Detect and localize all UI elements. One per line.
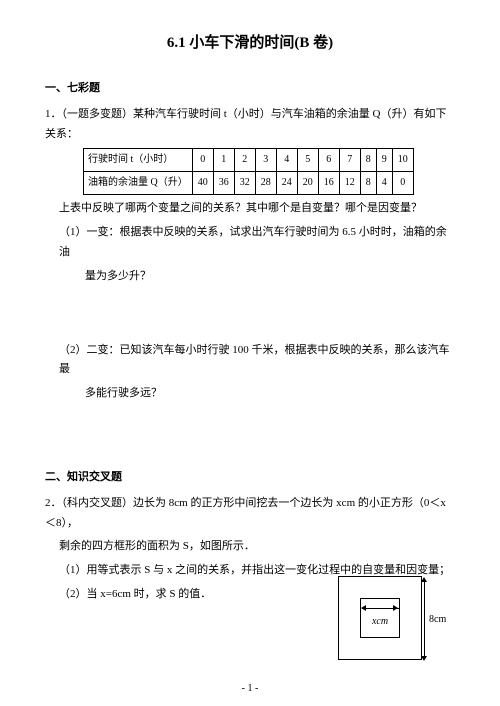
q2-stem2: 剩余的四方框形的面积为 S，如图所示． — [45, 537, 455, 557]
cell: 9 — [376, 149, 392, 172]
q1-part1a: （1）一变：根据表中反映的关系，试求出汽车行驶时间为 6.5 小时时，油箱的余油 — [45, 223, 455, 263]
cell: 12 — [339, 172, 360, 195]
arrow-left-icon — [361, 605, 366, 611]
section-2-head: 二、知识交叉题 — [45, 468, 455, 488]
page-number: - 1 - — [0, 680, 500, 698]
arrow-right-icon — [393, 605, 398, 611]
q1-part1b: 量为多少升？ — [45, 267, 455, 287]
cell: 32 — [234, 172, 255, 195]
q1-part2b: 多能行驶多远？ — [45, 384, 455, 404]
cell: 20 — [297, 172, 318, 195]
q1-part2a: （2）二变：已知该汽车每小时行驶 100 千米，根据表中反映的关系，那么该汽车最 — [45, 341, 455, 381]
cell: 0 — [192, 149, 213, 172]
cell: 4 — [276, 149, 297, 172]
cell: 40 — [192, 172, 213, 195]
cell: 3 — [255, 149, 276, 172]
cell: 8 — [360, 172, 376, 195]
arrow-up-icon — [421, 577, 427, 582]
outer-square: xcm 8cm — [338, 576, 422, 660]
cell: 6 — [318, 149, 339, 172]
row2-label: 油箱的余油量 Q（升） — [84, 172, 193, 195]
spacer — [45, 408, 455, 458]
dim-line — [424, 579, 425, 659]
q1-table: 行驶时间 t（小时） 0 1 2 3 4 5 6 7 8 9 10 油箱的余油量… — [83, 148, 414, 195]
q1-stem: 1．（一题多变题）某种汽车行驶时间 t（小时）与汽车油箱的余油量 Q（升）有如下… — [45, 105, 455, 145]
q2-stem1: 2．（科内交叉题）边长为 8cm 的正方形中间挖去一个边长为 xcm 的小正方形… — [45, 494, 455, 534]
spacer — [45, 291, 455, 341]
cell: 36 — [213, 172, 234, 195]
table-row: 油箱的余油量 Q（升） 40 36 32 28 24 20 16 12 8 4 … — [84, 172, 414, 195]
cell: 24 — [276, 172, 297, 195]
cell: 7 — [339, 149, 360, 172]
inner-label: xcm — [372, 613, 388, 631]
q1-after-table: 上表中反映了哪两个变量之间的关系？其中哪个是自变量？哪个是因变量？ — [45, 199, 455, 219]
section-1-head: 一、七彩题 — [45, 79, 455, 99]
outer-dimension-vertical: 8cm — [421, 577, 435, 661]
cell: 10 — [392, 149, 413, 172]
cell: 0 — [392, 172, 413, 195]
cell: 1 — [213, 149, 234, 172]
outer-label: 8cm — [429, 611, 446, 629]
arrow-down-icon — [421, 656, 427, 661]
cell: 5 — [297, 149, 318, 172]
row1-label: 行驶时间 t（小时） — [84, 149, 193, 172]
cell: 28 — [255, 172, 276, 195]
cell: 4 — [376, 172, 392, 195]
cell: 16 — [318, 172, 339, 195]
square-diagram: xcm 8cm — [338, 576, 428, 666]
inner-square: xcm — [360, 598, 400, 638]
table-row: 行驶时间 t（小时） 0 1 2 3 4 5 6 7 8 9 10 — [84, 149, 414, 172]
cell: 2 — [234, 149, 255, 172]
cell: 8 — [360, 149, 376, 172]
page-title: 6.1 小车下滑的时间(B 卷) — [45, 30, 455, 57]
